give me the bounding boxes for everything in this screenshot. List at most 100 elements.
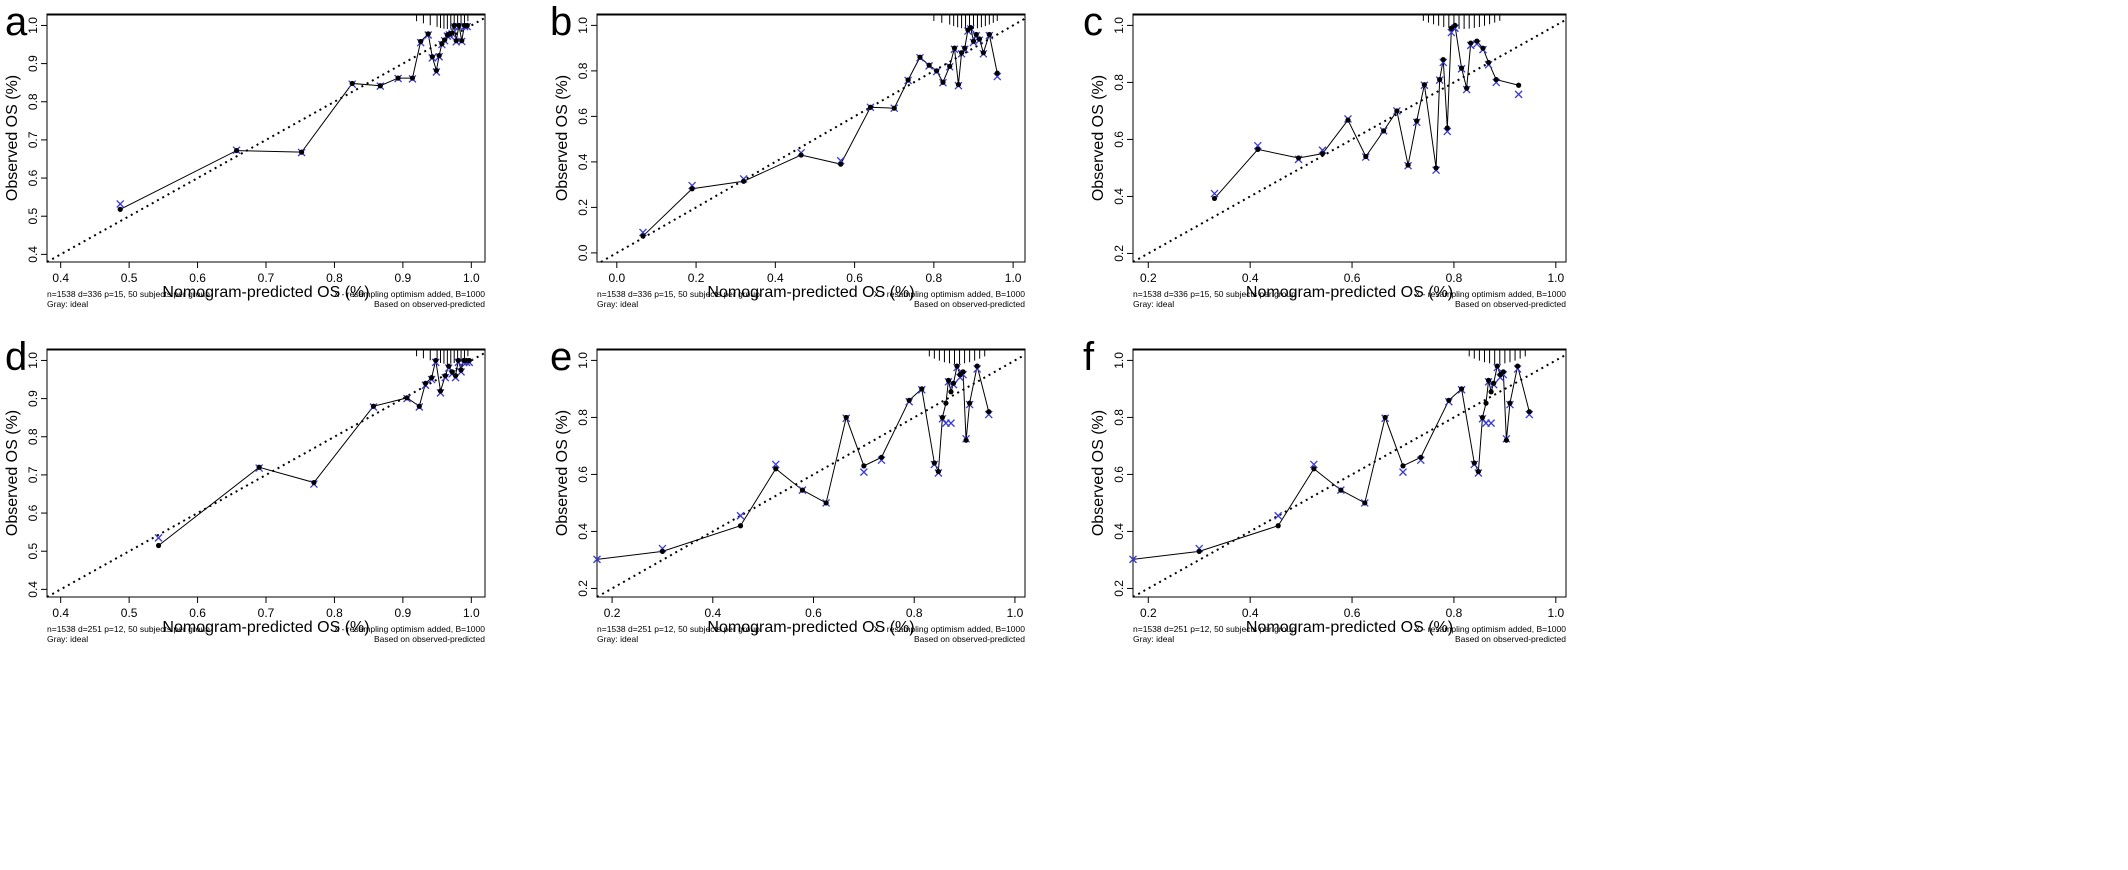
x-axis-title: Nomogram-predicted OS (%): [1246, 284, 1453, 301]
apparent-point: [1381, 128, 1387, 134]
corrected-point: [1210, 189, 1219, 198]
y-axis-title: Observed OS (%): [1090, 75, 1107, 201]
y-tick-label: 0.2: [1112, 580, 1126, 597]
apparent-point: [233, 147, 240, 154]
footnote-right: X - resampling optimism added, B=1000: [1415, 289, 1567, 299]
apparent-point: [1493, 76, 1499, 83]
corrected-point: [116, 200, 125, 208]
x-tick-label: 0.5: [121, 271, 138, 285]
apparent-point: [455, 357, 461, 364]
apparent-point: [433, 357, 439, 364]
y-tick-label: 0.6: [1112, 466, 1126, 483]
apparent-point: [437, 388, 444, 394]
apparent-point: [1362, 500, 1368, 506]
apparent-point: [1295, 155, 1302, 161]
y-tick-label: 0.8: [26, 428, 40, 445]
panel-letter: b: [550, 0, 572, 44]
x-tick-label: 0.5: [121, 606, 138, 620]
plot-frame: [46, 13, 486, 263]
apparent-point: [954, 363, 960, 369]
apparent-point: [939, 414, 946, 421]
calibration-panel-f: f 0.2 0.4 0.6 0.8 1.0 0.2 0.4 0.6 0.8 1.0 Nomogram-…: [1083, 335, 1567, 644]
corrected-point: [593, 555, 601, 564]
corrected-point-stroke: [154, 533, 163, 542]
apparent-line: [596, 364, 990, 560]
x-axis-title: Nomogram-predicted OS (%): [162, 284, 369, 301]
apparent-point: [962, 45, 968, 51]
x-tick-label: 0.6: [1344, 271, 1361, 285]
footnote-left: n=1538 d=336 p=15, 50 subjects per group: [597, 289, 760, 299]
apparent-point: [948, 389, 954, 395]
y-tick-label: 0.9: [26, 390, 40, 407]
corrected-point-stroke: [1399, 468, 1407, 477]
corrected-point-stroke: [639, 228, 647, 237]
apparent-point: [1503, 437, 1509, 443]
apparent-point: [1500, 369, 1506, 375]
footnote-left: Gray: ideal: [597, 634, 638, 644]
panel-letter: c: [1083, 0, 1103, 44]
y-tick-label: 0.0: [576, 244, 590, 261]
apparent-point: [1196, 548, 1202, 554]
footnote-right: Based on observed-predicted: [914, 634, 1025, 644]
y-tick-label: 0.7: [26, 466, 40, 483]
y-tick-label: 0.8: [26, 93, 40, 110]
corrected-point: [1253, 141, 1262, 150]
apparent-point: [1458, 386, 1465, 392]
footnote-left: n=1538 d=336 p=15, 50 subjects per group: [1133, 289, 1296, 299]
apparent-point: [425, 31, 431, 37]
apparent-point: [1471, 460, 1477, 466]
apparent-point: [823, 500, 829, 506]
footnote-right: X - resampling optimism added, B=1000: [874, 624, 1026, 634]
apparent-point: [976, 36, 983, 42]
apparent-point: [433, 67, 440, 74]
apparent-point: [994, 70, 1000, 76]
footnote-right: X - resampling optimism added, B=1000: [874, 289, 1026, 299]
apparent-point: [464, 22, 470, 29]
apparent-point: [466, 357, 472, 364]
apparent-point: [799, 487, 806, 493]
apparent-point: [1494, 363, 1500, 369]
corrected-point-stroke: [116, 200, 125, 208]
y-tick-label: 0.9: [26, 55, 40, 72]
y-tick-label: 0.4: [576, 523, 590, 540]
apparent-point: [1475, 468, 1481, 475]
y-tick-label: 0.5: [26, 208, 40, 225]
apparent-point: [1421, 82, 1427, 88]
ideal-line: [46, 351, 486, 598]
footnote-left: Gray: ideal: [1133, 634, 1174, 644]
x-tick-label: 0.2: [1140, 606, 1157, 620]
apparent-point: [449, 30, 455, 36]
apparent-point: [940, 79, 946, 85]
apparent-line: [1132, 364, 1530, 560]
apparent-point: [905, 77, 911, 83]
y-tick-label: 0.4: [1112, 188, 1126, 205]
apparent-point: [1480, 45, 1486, 51]
y-axis-title: Observed OS (%): [1090, 410, 1107, 536]
y-tick-label: 0.4: [26, 246, 40, 263]
apparent-point: [409, 75, 416, 81]
apparent-point: [298, 149, 305, 155]
footnote-left: Gray: ideal: [47, 299, 88, 309]
corrected-point: [1274, 511, 1283, 520]
apparent-point: [395, 75, 401, 81]
y-tick-label: 1.0: [26, 17, 40, 34]
panel-letter: e: [550, 335, 572, 379]
apparent-point: [446, 363, 452, 369]
footnote-right: Based on observed-predicted: [1455, 634, 1566, 644]
apparent-point: [1363, 153, 1369, 160]
panel-letter: a: [5, 0, 28, 44]
corrected-point-stroke: [859, 468, 868, 477]
x-tick-label: 0.4: [1242, 606, 1259, 620]
footnote-right: Based on observed-predicted: [374, 634, 485, 644]
apparent-point: [1474, 38, 1480, 44]
apparent-point: [973, 31, 979, 38]
apparent-point: [442, 373, 448, 379]
apparent-point: [1319, 151, 1326, 157]
x-tick-label: 0.2: [688, 271, 705, 285]
corrected-point-stroke: [1253, 141, 1262, 150]
footnote-right: X - resampling optimism added, B=1000: [1415, 624, 1567, 634]
apparent-point: [950, 380, 957, 386]
apparent-point: [934, 68, 940, 74]
apparent-point: [926, 62, 932, 68]
